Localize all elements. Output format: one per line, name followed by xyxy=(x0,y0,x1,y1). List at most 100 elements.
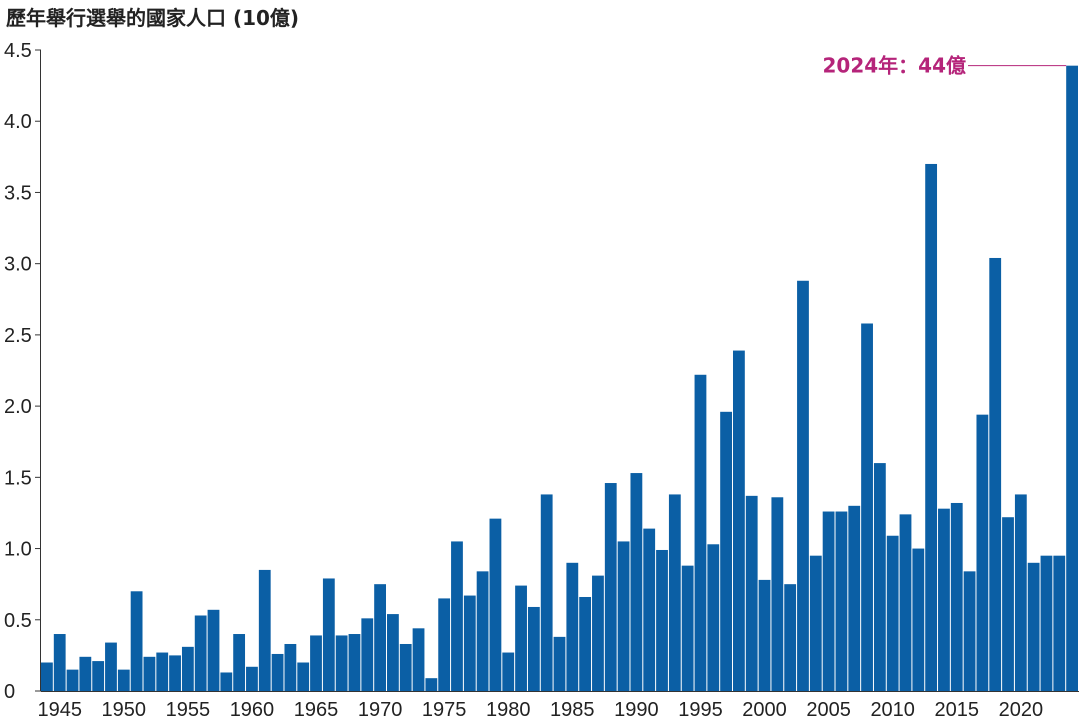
bar-1965 xyxy=(310,635,322,691)
bar-1983 xyxy=(540,494,553,691)
bar-1968 xyxy=(348,634,361,691)
bar-1957 xyxy=(207,609,220,691)
x-tick-label: 2015 xyxy=(935,699,980,720)
bar-1953 xyxy=(156,652,169,691)
bar-1996 xyxy=(707,544,720,691)
bar-2020 xyxy=(1014,494,1027,691)
bar-2000 xyxy=(758,579,771,691)
x-tick-label: 2020 xyxy=(999,699,1044,720)
bar-1992 xyxy=(656,549,668,691)
bar-2018 xyxy=(989,257,1002,691)
bar-2016 xyxy=(963,571,976,691)
bar-2015 xyxy=(950,502,963,691)
bar-1966 xyxy=(322,578,335,691)
bar-1967 xyxy=(335,635,348,691)
bar-1947 xyxy=(79,656,92,691)
bar-1951 xyxy=(130,591,143,691)
x-tick-label: 1975 xyxy=(422,699,467,720)
bar-2009 xyxy=(873,463,886,691)
bar-1950 xyxy=(117,669,130,691)
bar-1954 xyxy=(169,655,181,691)
bar-2003 xyxy=(797,280,809,691)
x-tick-label: 2010 xyxy=(870,699,915,720)
bar-1971 xyxy=(387,614,399,691)
bar-2010 xyxy=(886,535,899,691)
bar-1963 xyxy=(284,643,297,691)
bar-2021 xyxy=(1027,562,1040,691)
bar-1962 xyxy=(271,653,284,691)
chart-title: 歷年舉行選舉的國家人口 (10億) xyxy=(6,6,300,30)
bar-1964 xyxy=(297,662,310,691)
y-tick-label: 4.5 xyxy=(4,40,32,62)
bar-2017 xyxy=(976,414,989,691)
bar-1959 xyxy=(233,634,246,691)
bar-2019 xyxy=(1002,517,1014,691)
bar-2006 xyxy=(835,511,848,691)
x-tick-label: 1990 xyxy=(614,699,659,720)
bar-2008 xyxy=(861,323,873,691)
bar-1945 xyxy=(53,634,66,691)
bar-1948 xyxy=(92,661,105,691)
x-tick-label: 1970 xyxy=(358,699,403,720)
bar-1970 xyxy=(374,584,386,691)
x-tick-label: 1985 xyxy=(550,699,595,720)
bar-1972 xyxy=(399,643,412,691)
annotation: 2024年：44億 xyxy=(823,54,1067,78)
bar-2023 xyxy=(1053,555,1066,691)
bar-1989 xyxy=(617,541,630,691)
bar-1952 xyxy=(143,656,156,691)
y-tick-label: 3.5 xyxy=(4,182,32,204)
bar-1990 xyxy=(630,473,643,691)
bar-1981 xyxy=(515,585,527,691)
y-tick-label: 0 xyxy=(4,681,15,703)
bar-2013 xyxy=(925,163,938,691)
bars xyxy=(41,65,1078,692)
bar-2022 xyxy=(1040,555,1053,691)
y-axis: 0 0.5 1.0 1.5 2.0 2.5 3.0 3.5 4.0 4.5 xyxy=(4,40,41,703)
bar-1994 xyxy=(681,565,694,691)
bar-1979 xyxy=(489,518,502,691)
y-tick-label: 3.0 xyxy=(4,254,32,276)
y-tick-label: 2.5 xyxy=(4,325,32,347)
x-tick-label: 1955 xyxy=(166,699,211,720)
x-tick-label: 1945 xyxy=(37,699,82,720)
bar-2024 xyxy=(1066,65,1078,692)
x-tick-label: 1980 xyxy=(486,699,531,720)
bar-2005 xyxy=(822,511,835,691)
bar-1997 xyxy=(720,411,732,691)
x-tick-label: 2005 xyxy=(806,699,851,720)
y-tick-label: 2.0 xyxy=(4,396,32,418)
x-tick-label: 1950 xyxy=(102,699,147,720)
bar-1986 xyxy=(579,596,592,691)
y-tick-label: 1.0 xyxy=(4,539,32,561)
bar-1976 xyxy=(451,541,463,691)
bar-1978 xyxy=(476,571,489,691)
y-tick-label: 1.5 xyxy=(4,467,32,489)
bar-1999 xyxy=(745,495,758,691)
bar-1961 xyxy=(258,569,271,691)
y-tick-label: 0.5 xyxy=(4,610,32,632)
bar-1998 xyxy=(733,350,745,691)
bar-1980 xyxy=(502,652,515,691)
bar-2007 xyxy=(848,505,861,691)
bar-1991 xyxy=(643,528,656,691)
bar-1955 xyxy=(181,646,194,691)
bar-1949 xyxy=(105,642,117,691)
bar-1969 xyxy=(361,618,374,691)
x-tick-label: 1960 xyxy=(230,699,275,720)
bar-2001 xyxy=(771,497,784,691)
bar-2012 xyxy=(912,548,925,691)
bar-1960 xyxy=(246,666,258,691)
bar-2004 xyxy=(809,555,822,691)
bar-2011 xyxy=(899,514,912,691)
bar-1982 xyxy=(527,606,540,691)
bar-1946 xyxy=(66,669,79,691)
bar-1984 xyxy=(553,636,566,691)
bar-1985 xyxy=(566,562,579,691)
x-tick-label: 2000 xyxy=(742,699,787,720)
bar-1977 xyxy=(463,595,476,691)
x-axis: 1945 1950 1955 1960 1965 1970 1975 1980 1985 1990… xyxy=(37,691,1079,720)
x-tick-label: 1995 xyxy=(678,699,723,720)
bar-1956 xyxy=(194,615,207,691)
